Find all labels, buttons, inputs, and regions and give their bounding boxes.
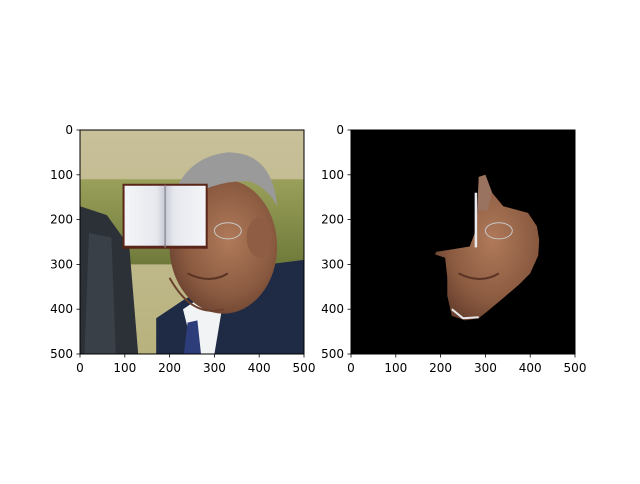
forehead-region bbox=[477, 174, 493, 211]
y-tick-label: 0 bbox=[65, 123, 73, 137]
mouth bbox=[187, 272, 229, 280]
x-tick-label: 0 bbox=[76, 361, 84, 375]
x-tick-label: 500 bbox=[564, 361, 587, 375]
y-tick-label: 400 bbox=[321, 302, 344, 316]
y-tick-label: 0 bbox=[336, 123, 344, 137]
eyeglasses bbox=[213, 222, 242, 240]
book-edge-remnant bbox=[474, 192, 478, 248]
face-region bbox=[435, 174, 540, 321]
book-left-page bbox=[124, 185, 165, 246]
mouth bbox=[458, 272, 500, 280]
y-tick-label: 500 bbox=[50, 347, 73, 361]
x-tick-label: 500 bbox=[293, 361, 316, 375]
y-tick-label: 300 bbox=[50, 257, 73, 271]
necktie bbox=[183, 320, 201, 354]
axes-frame bbox=[79, 129, 305, 355]
x-tick-label: 300 bbox=[203, 361, 226, 375]
eyeglasses bbox=[484, 222, 513, 240]
x-tick-label: 200 bbox=[429, 361, 452, 375]
black-background bbox=[351, 130, 575, 354]
y-tick-label: 200 bbox=[321, 213, 344, 227]
x-tick-label: 100 bbox=[113, 361, 136, 375]
y-tick-label: 200 bbox=[50, 213, 73, 227]
y-tick-label: 100 bbox=[50, 168, 73, 182]
y-tick-label: 300 bbox=[321, 257, 344, 271]
collar-edge bbox=[451, 308, 479, 320]
axes-frame bbox=[350, 129, 576, 355]
book-right-page bbox=[165, 185, 206, 246]
x-tick-label: 300 bbox=[474, 361, 497, 375]
mask-image bbox=[351, 130, 575, 354]
photo-image bbox=[80, 130, 304, 354]
x-tick-label: 200 bbox=[158, 361, 181, 375]
y-tick-label: 500 bbox=[321, 347, 344, 361]
ear bbox=[246, 217, 272, 258]
y-tick-label: 100 bbox=[321, 168, 344, 182]
left-figure-shade bbox=[84, 233, 116, 354]
y-tick-label: 400 bbox=[50, 302, 73, 316]
jaw-line bbox=[168, 277, 224, 312]
x-tick-label: 400 bbox=[519, 361, 542, 375]
x-tick-label: 400 bbox=[248, 361, 271, 375]
x-tick-label: 100 bbox=[384, 361, 407, 375]
x-tick-label: 0 bbox=[347, 361, 355, 375]
